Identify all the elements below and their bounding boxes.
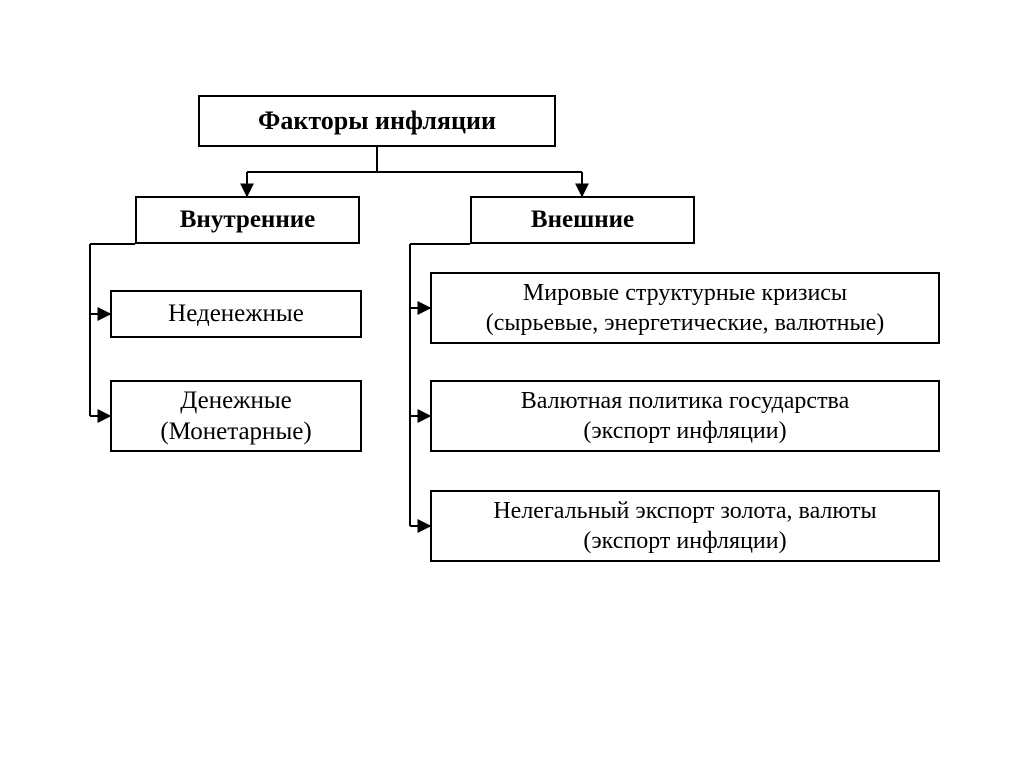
node-ext1: Мировые структурные кризисы (сырьевые, э… xyxy=(430,272,940,344)
node-ext2-label: Валютная политика государства (экспорт и… xyxy=(521,386,849,446)
node-external-label: Внешние xyxy=(531,204,634,235)
diagram-canvas: Факторы инфляции Внутренние Внешние Неде… xyxy=(0,0,1024,767)
node-internal: Внутренние xyxy=(135,196,360,244)
node-ext3-label: Нелегальный экспорт золота, валюты (эксп… xyxy=(493,496,876,556)
node-ext1-label: Мировые структурные кризисы (сырьевые, э… xyxy=(486,278,884,338)
node-int1-label: Неденежные xyxy=(168,298,304,329)
node-int2-label: Денежные (Монетарные) xyxy=(160,385,311,448)
node-internal-label: Внутренние xyxy=(180,204,315,235)
node-external: Внешние xyxy=(470,196,695,244)
node-ext2: Валютная политика государства (экспорт и… xyxy=(430,380,940,452)
node-root: Факторы инфляции xyxy=(198,95,556,147)
node-ext3: Нелегальный экспорт золота, валюты (эксп… xyxy=(430,490,940,562)
node-root-label: Факторы инфляции xyxy=(258,105,496,138)
node-int2: Денежные (Монетарные) xyxy=(110,380,362,452)
node-int1: Неденежные xyxy=(110,290,362,338)
